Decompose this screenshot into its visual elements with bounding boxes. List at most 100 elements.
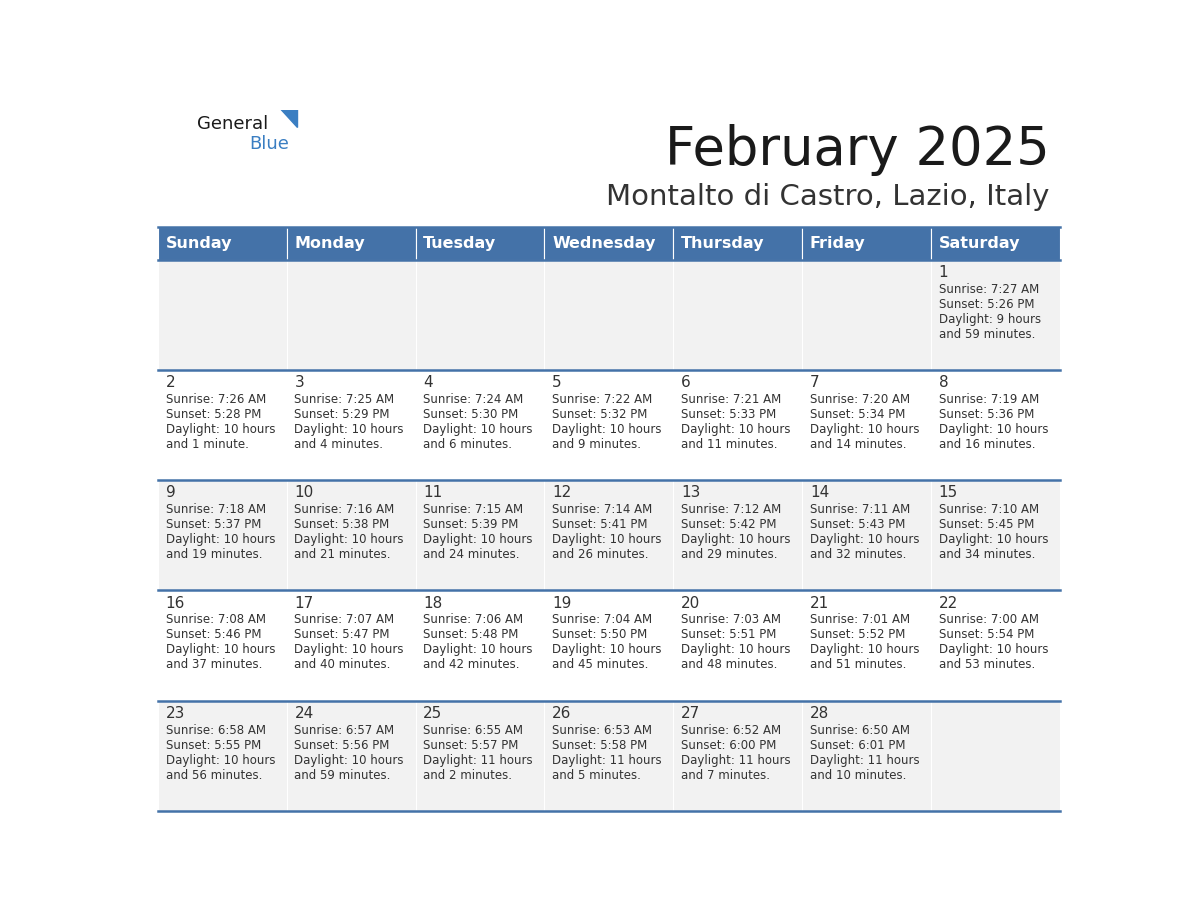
Text: Monday: Monday xyxy=(295,236,365,251)
Text: Sunset: 5:47 PM: Sunset: 5:47 PM xyxy=(295,629,390,642)
Text: Daylight: 10 hours: Daylight: 10 hours xyxy=(423,423,532,436)
Text: 3: 3 xyxy=(295,375,304,390)
Bar xyxy=(802,700,931,811)
Text: and 6 minutes.: and 6 minutes. xyxy=(423,438,512,451)
Text: Sunrise: 7:20 AM: Sunrise: 7:20 AM xyxy=(810,393,910,406)
Text: Sunrise: 6:58 AM: Sunrise: 6:58 AM xyxy=(165,723,266,737)
Text: 9: 9 xyxy=(165,486,176,500)
Text: 6: 6 xyxy=(681,375,690,390)
Text: and 53 minutes.: and 53 minutes. xyxy=(939,658,1035,671)
Bar xyxy=(931,480,1060,590)
Bar xyxy=(158,227,286,260)
Bar xyxy=(416,370,544,480)
Text: and 14 minutes.: and 14 minutes. xyxy=(810,438,906,451)
Text: Sunrise: 7:27 AM: Sunrise: 7:27 AM xyxy=(939,283,1040,296)
Text: Daylight: 10 hours: Daylight: 10 hours xyxy=(165,423,276,436)
Text: Daylight: 10 hours: Daylight: 10 hours xyxy=(939,533,1048,546)
Text: Tuesday: Tuesday xyxy=(423,236,497,251)
Text: and 42 minutes.: and 42 minutes. xyxy=(423,658,520,671)
Text: and 7 minutes.: and 7 minutes. xyxy=(681,768,770,782)
Text: Daylight: 10 hours: Daylight: 10 hours xyxy=(295,533,404,546)
Text: Sunset: 5:55 PM: Sunset: 5:55 PM xyxy=(165,739,261,752)
Text: Sunset: 5:57 PM: Sunset: 5:57 PM xyxy=(423,739,519,752)
Text: Daylight: 10 hours: Daylight: 10 hours xyxy=(681,423,790,436)
Bar xyxy=(544,370,674,480)
Text: Sunset: 5:30 PM: Sunset: 5:30 PM xyxy=(423,408,518,421)
Text: Sunset: 5:26 PM: Sunset: 5:26 PM xyxy=(939,297,1035,310)
Text: and 16 minutes.: and 16 minutes. xyxy=(939,438,1035,451)
Bar xyxy=(416,700,544,811)
Text: Sunset: 6:00 PM: Sunset: 6:00 PM xyxy=(681,739,777,752)
Bar xyxy=(931,260,1060,370)
Bar xyxy=(674,370,802,480)
Text: 2: 2 xyxy=(165,375,175,390)
Text: and 59 minutes.: and 59 minutes. xyxy=(939,328,1035,341)
Bar xyxy=(931,370,1060,480)
Text: Sunset: 5:42 PM: Sunset: 5:42 PM xyxy=(681,518,777,532)
Text: Sunset: 5:56 PM: Sunset: 5:56 PM xyxy=(295,739,390,752)
Text: Sunrise: 6:55 AM: Sunrise: 6:55 AM xyxy=(423,723,523,737)
Text: and 24 minutes.: and 24 minutes. xyxy=(423,548,520,561)
Bar xyxy=(931,590,1060,700)
Text: and 48 minutes.: and 48 minutes. xyxy=(681,658,777,671)
Text: 25: 25 xyxy=(423,706,443,721)
Text: Thursday: Thursday xyxy=(681,236,765,251)
Text: Sunrise: 7:16 AM: Sunrise: 7:16 AM xyxy=(295,503,394,516)
Bar xyxy=(544,590,674,700)
Text: and 37 minutes.: and 37 minutes. xyxy=(165,658,261,671)
Text: and 9 minutes.: and 9 minutes. xyxy=(552,438,642,451)
Text: Sunrise: 7:15 AM: Sunrise: 7:15 AM xyxy=(423,503,524,516)
Text: and 10 minutes.: and 10 minutes. xyxy=(810,768,906,782)
Text: 21: 21 xyxy=(810,596,829,610)
Text: Sunset: 5:33 PM: Sunset: 5:33 PM xyxy=(681,408,776,421)
Bar xyxy=(286,370,416,480)
Text: and 5 minutes.: and 5 minutes. xyxy=(552,768,642,782)
Text: 18: 18 xyxy=(423,596,443,610)
Text: Daylight: 9 hours: Daylight: 9 hours xyxy=(939,313,1041,326)
Text: 13: 13 xyxy=(681,486,701,500)
Bar xyxy=(931,227,1060,260)
Text: Sunrise: 7:07 AM: Sunrise: 7:07 AM xyxy=(295,613,394,626)
Text: Sunset: 5:41 PM: Sunset: 5:41 PM xyxy=(552,518,647,532)
Text: 16: 16 xyxy=(165,596,185,610)
Text: Sunrise: 7:18 AM: Sunrise: 7:18 AM xyxy=(165,503,266,516)
Text: Saturday: Saturday xyxy=(939,236,1020,251)
Text: Daylight: 10 hours: Daylight: 10 hours xyxy=(810,644,920,656)
Bar xyxy=(416,480,544,590)
Text: Daylight: 10 hours: Daylight: 10 hours xyxy=(939,644,1048,656)
Text: Sunrise: 6:52 AM: Sunrise: 6:52 AM xyxy=(681,723,782,737)
Text: and 34 minutes.: and 34 minutes. xyxy=(939,548,1035,561)
Bar xyxy=(158,700,286,811)
Text: Sunset: 5:38 PM: Sunset: 5:38 PM xyxy=(295,518,390,532)
Text: Sunrise: 7:12 AM: Sunrise: 7:12 AM xyxy=(681,503,782,516)
Text: Sunset: 5:36 PM: Sunset: 5:36 PM xyxy=(939,408,1034,421)
Bar xyxy=(802,260,931,370)
Bar xyxy=(286,260,416,370)
Text: and 40 minutes.: and 40 minutes. xyxy=(295,658,391,671)
Text: Sunset: 5:58 PM: Sunset: 5:58 PM xyxy=(552,739,647,752)
Bar xyxy=(802,480,931,590)
Text: Daylight: 10 hours: Daylight: 10 hours xyxy=(810,423,920,436)
Text: Daylight: 10 hours: Daylight: 10 hours xyxy=(681,533,790,546)
Text: 20: 20 xyxy=(681,596,700,610)
Text: Daylight: 10 hours: Daylight: 10 hours xyxy=(810,533,920,546)
Text: 11: 11 xyxy=(423,486,443,500)
Text: Daylight: 10 hours: Daylight: 10 hours xyxy=(552,423,662,436)
Text: February 2025: February 2025 xyxy=(665,124,1050,176)
Text: Daylight: 10 hours: Daylight: 10 hours xyxy=(423,644,532,656)
Polygon shape xyxy=(276,104,297,127)
Bar xyxy=(286,480,416,590)
Bar xyxy=(416,227,544,260)
Text: Sunrise: 7:26 AM: Sunrise: 7:26 AM xyxy=(165,393,266,406)
Bar xyxy=(931,700,1060,811)
Text: Sunrise: 7:06 AM: Sunrise: 7:06 AM xyxy=(423,613,524,626)
Text: 4: 4 xyxy=(423,375,432,390)
Text: and 11 minutes.: and 11 minutes. xyxy=(681,438,777,451)
Text: and 51 minutes.: and 51 minutes. xyxy=(810,658,906,671)
Bar xyxy=(286,227,416,260)
Text: Sunrise: 7:08 AM: Sunrise: 7:08 AM xyxy=(165,613,266,626)
Text: 22: 22 xyxy=(939,596,958,610)
Bar xyxy=(802,227,931,260)
Text: Sunrise: 7:03 AM: Sunrise: 7:03 AM xyxy=(681,613,781,626)
Text: Daylight: 10 hours: Daylight: 10 hours xyxy=(165,754,276,767)
